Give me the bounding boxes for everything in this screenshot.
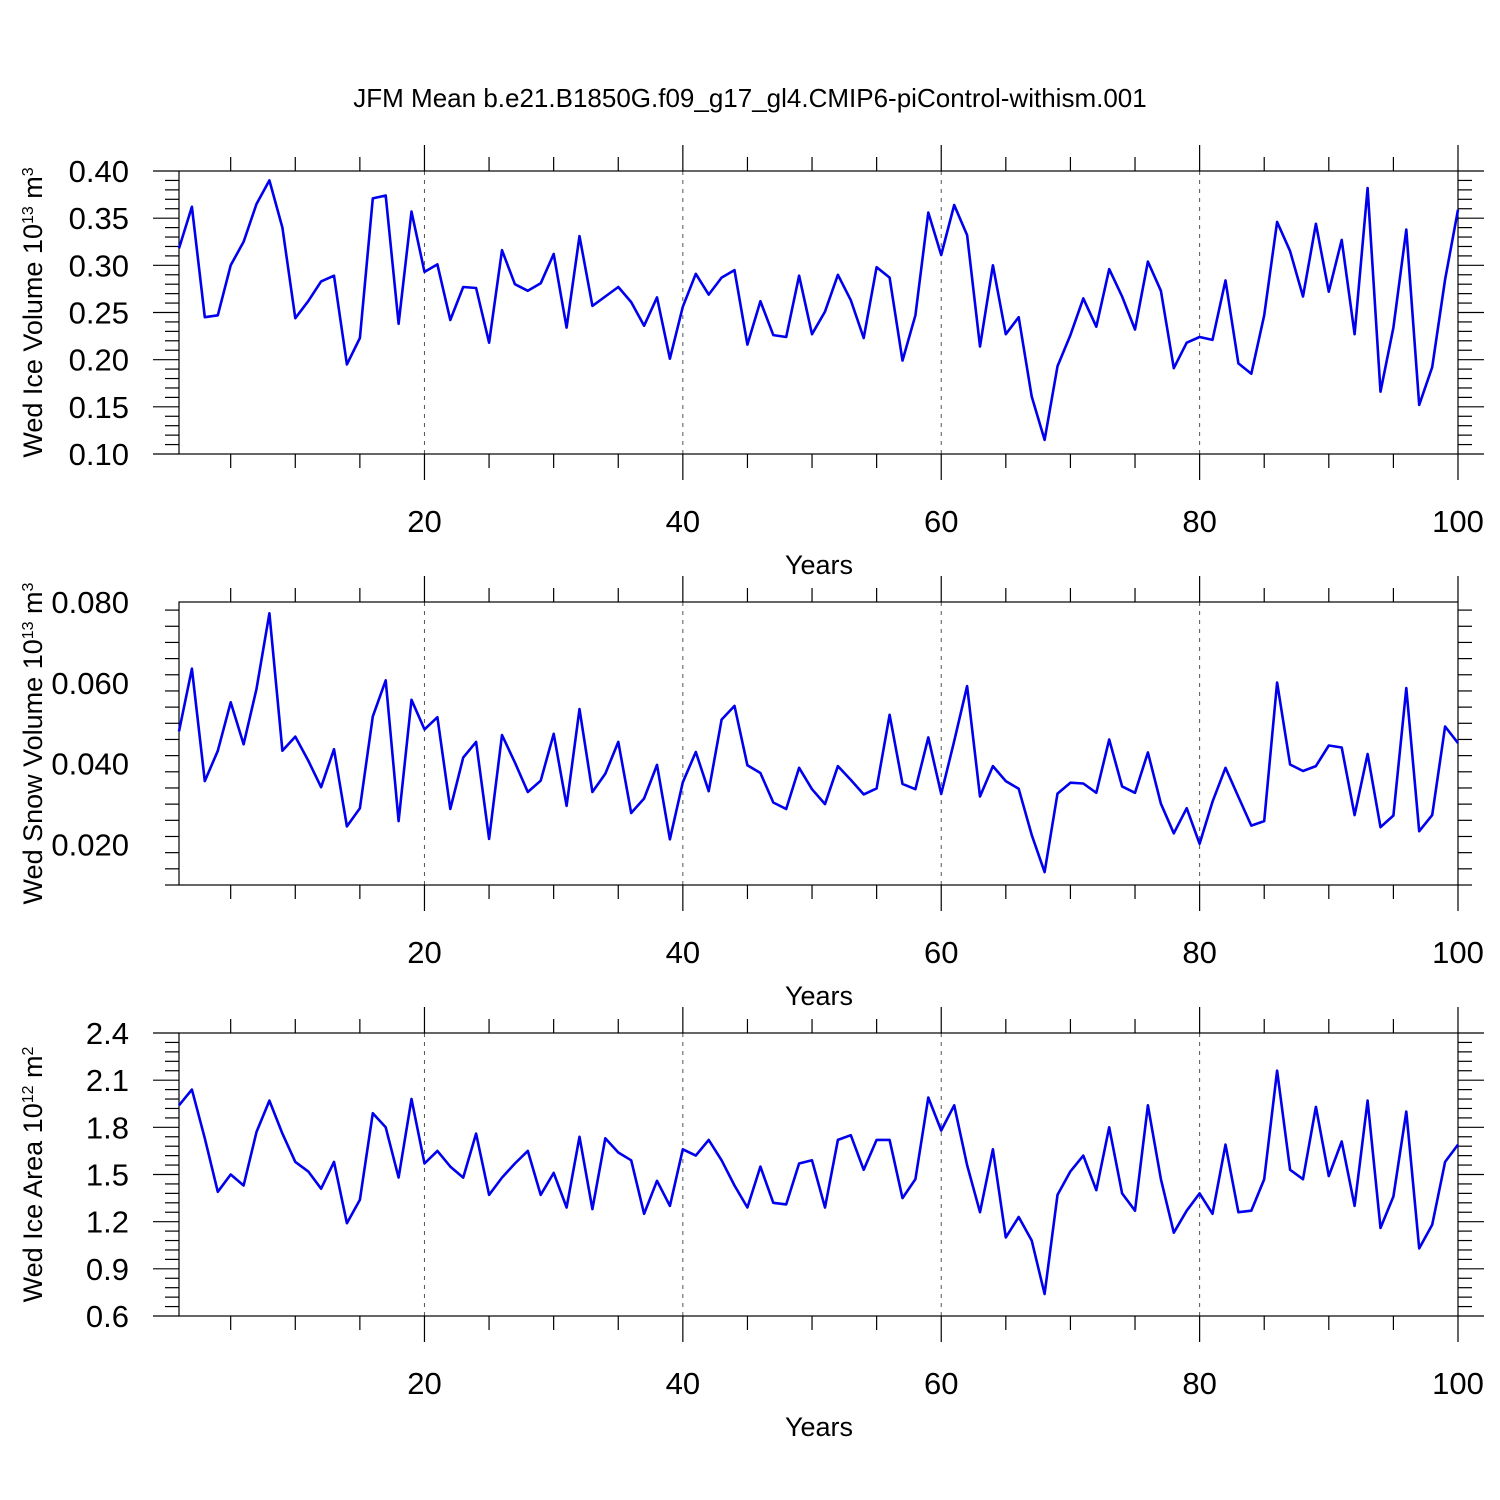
y-axis-label-superscript: 3 [20,582,37,591]
x-tick-label: 80 [1182,1366,1216,1401]
x-tick-label: 40 [666,935,700,970]
y-tick-label: 0.040 [51,747,129,782]
y-tick-label: 0.10 [69,437,129,472]
y-axis-label-part: Wed Ice Volume 10 [18,224,48,458]
plot-frame [178,1032,1459,1317]
y-tick-label: 0.6 [86,1299,129,1334]
chart-panel-2: 0.020 0.040 0.060 0.080 20 40 60 80 100 Years Wed … [18,576,1484,1011]
x-tick-label: 100 [1432,935,1484,970]
data-series-line [177,611,1460,874]
y-axis-label-superscript: 13 [20,206,37,224]
y-tick-label: 2.1 [86,1063,129,1098]
y-tick-label: 0.25 [69,296,129,331]
y-axis-label-part: m [18,176,48,206]
chart-panel-3: 0.6 0.9 1.2 1.5 1.8 2.1 2.4 20 40 60 80 100 Years Wed… [18,1007,1484,1442]
x-tick-label: 60 [924,1366,958,1401]
data-series-line [177,179,1460,442]
x-tick-label: 80 [1182,935,1216,970]
y-tick-label: 1.2 [86,1205,129,1240]
y-axis-label: Wed Ice Volume 1013 m3 [18,167,48,457]
chart-title: JFM Mean b.e21.B1850G.f09_g17_gl4.CMIP6-… [353,83,1146,113]
y-axis-label-part: m [18,1055,48,1085]
x-tick-label: 40 [666,1366,700,1401]
y-tick-label: 1.8 [86,1110,129,1145]
x-tick-label: 20 [407,935,441,970]
y-tick-label: 0.060 [51,666,129,701]
y-axis-label-superscript: 12 [20,1085,37,1103]
x-tick-label: 20 [407,504,441,539]
y-tick-label: 1.5 [86,1158,129,1193]
y-axis-label-superscript: 13 [20,621,37,639]
x-axis-label: Years [785,981,853,1011]
y-tick-label: 0.9 [86,1252,129,1287]
x-tick-label: 40 [666,504,700,539]
y-axis-label-part: Wed Ice Area 10 [18,1103,48,1302]
x-tick-label: 80 [1182,504,1216,539]
y-axis-label: Wed Ice Area 1012 m2 [18,1046,48,1302]
y-axis-label-superscript: 2 [20,1046,37,1055]
y-tick-label: 0.35 [69,201,129,236]
y-axis-label-part: m [18,591,48,621]
y-axis-label-part: Wed Snow Volume 10 [18,639,48,904]
x-axis-label: Years [785,1412,853,1442]
y-tick-label: 0.080 [51,585,129,620]
y-tick-label: 0.15 [69,390,129,425]
x-tick-label: 60 [924,504,958,539]
y-tick-label: 2.4 [86,1016,129,1051]
y-tick-label: 0.020 [51,828,129,863]
chart-panel-1: 0.10 0.15 0.20 0.25 0.30 0.35 0.40 20 40 60 80 100 Y… [18,145,1484,580]
y-tick-label: 0.30 [69,248,129,283]
x-tick-label: 60 [924,935,958,970]
x-tick-label: 20 [407,1366,441,1401]
y-axis-label-superscript: 3 [20,167,37,176]
y-tick-label: 0.20 [69,343,129,378]
x-tick-label: 100 [1432,1366,1484,1401]
data-series-line [177,1069,1460,1296]
y-tick-label: 0.40 [69,154,129,189]
x-axis-label: Years [785,550,853,580]
plot-frame [178,601,1459,886]
x-tick-label: 100 [1432,504,1484,539]
y-axis-label: Wed Snow Volume 1013 m3 [18,582,48,904]
